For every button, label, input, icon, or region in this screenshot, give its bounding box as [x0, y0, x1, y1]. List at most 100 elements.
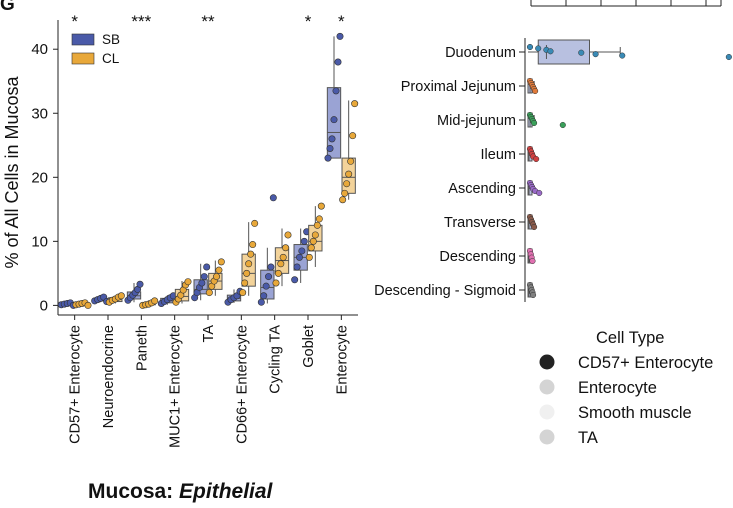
data-point	[217, 258, 225, 266]
data-point	[535, 45, 542, 52]
category-label: Duodenum	[445, 45, 516, 61]
left-box-chart: 0 10 20 30 40 % of All Cells in Mucosa CD57+ E…	[2, 12, 359, 448]
legend-marker	[539, 429, 555, 445]
y-tick-label: 30	[31, 105, 48, 122]
data-point	[272, 279, 280, 287]
data-point	[239, 289, 247, 297]
bottom-title: Mucosa: Epithelial	[88, 480, 272, 504]
data-point	[215, 266, 223, 274]
data-point	[284, 231, 292, 239]
data-point	[249, 241, 257, 249]
data-point	[347, 157, 355, 165]
data-point	[349, 132, 357, 140]
cell-type-legend: Cell Type CD57+ Enterocyte Enterocyte Smoot…	[539, 329, 713, 447]
data-point	[295, 253, 303, 261]
data-point	[262, 282, 270, 290]
data-point	[334, 58, 342, 66]
category-label: Descending - Sigmoid	[374, 283, 516, 299]
x-tick-label: Cycling TA	[268, 325, 284, 394]
data-point	[345, 170, 353, 178]
legend-label: TA	[578, 429, 598, 447]
category-label: Proximal Jejunum	[401, 79, 516, 95]
significance-label: **	[201, 12, 215, 31]
data-point	[151, 297, 159, 305]
data-point	[526, 43, 534, 51]
data-point	[298, 247, 306, 255]
data-point	[269, 194, 277, 202]
data-point	[529, 257, 536, 265]
category-label: Ascending	[448, 181, 516, 197]
x-tick-label: CD66+ Enterocyte	[234, 325, 250, 444]
data-point	[547, 48, 554, 55]
data-point	[203, 263, 211, 271]
data-point	[317, 202, 325, 210]
data-point	[536, 189, 543, 197]
data-point	[351, 100, 359, 108]
data-point	[205, 289, 213, 297]
data-point	[245, 260, 253, 268]
data-point	[307, 244, 315, 252]
legend-swatch	[71, 52, 95, 65]
data-point	[251, 219, 259, 227]
legend-marker	[539, 379, 555, 395]
data-point	[313, 221, 321, 229]
data-point	[330, 116, 338, 124]
legend-title: Cell Type	[596, 329, 664, 347]
data-point	[184, 278, 192, 286]
data-point	[311, 231, 319, 239]
data-point	[117, 292, 125, 300]
data-point	[328, 135, 336, 143]
y-tick-label: 40	[31, 41, 48, 58]
data-point	[84, 301, 92, 309]
y-axis-label: % of All Cells in Mucosa	[2, 75, 22, 268]
x-tick-label: Goblet	[301, 325, 317, 368]
data-point	[198, 279, 206, 287]
legend-marker	[539, 404, 555, 420]
legend-label: SB	[102, 32, 120, 47]
data-point	[279, 253, 287, 261]
data-point	[282, 244, 290, 252]
category-label: Descending	[439, 249, 516, 265]
legend-label: Smooth muscle	[578, 404, 692, 422]
data-point	[265, 273, 273, 281]
bottom-title-main: Mucosa:	[88, 480, 174, 503]
category-label: Mid-jejunum	[437, 113, 516, 129]
significance-label: *	[305, 12, 312, 31]
legend-marker	[539, 354, 555, 370]
data-point	[243, 269, 251, 277]
data-point	[532, 87, 539, 95]
bottom-title-italic: Epithelial	[179, 480, 273, 503]
data-point	[578, 49, 585, 56]
data-point	[200, 273, 208, 281]
data-point	[247, 250, 255, 258]
data-point	[530, 291, 537, 299]
significance-label: ***	[131, 12, 151, 31]
data-point	[291, 276, 299, 284]
data-point	[274, 269, 282, 277]
legend-label: CL	[102, 51, 120, 66]
data-point	[341, 189, 349, 197]
data-point	[309, 237, 317, 245]
data-point	[300, 237, 308, 245]
data-point	[332, 87, 340, 95]
data-point	[336, 32, 344, 40]
data-point	[531, 119, 538, 127]
x-tick-label: Enterocyte	[334, 325, 350, 394]
significance-label: *	[71, 12, 78, 31]
data-point	[559, 121, 566, 129]
right-box-chart: Duodenum Proximal Jejunum Mid-jejunum Ileum…	[374, 0, 732, 447]
data-point	[136, 280, 144, 288]
data-point	[305, 253, 313, 261]
category-label: Ileum	[481, 147, 516, 163]
y-tick-label: 0	[40, 297, 48, 314]
data-point	[277, 260, 285, 268]
category-label: Transverse	[444, 215, 516, 231]
data-point	[267, 263, 275, 271]
data-point	[339, 196, 347, 204]
data-point	[257, 298, 265, 306]
data-point	[326, 144, 334, 152]
data-point	[324, 154, 332, 162]
x-tick-label: CD57+ Enterocyte	[68, 325, 84, 444]
x-tick-label: Neuroendocrine	[101, 325, 117, 428]
